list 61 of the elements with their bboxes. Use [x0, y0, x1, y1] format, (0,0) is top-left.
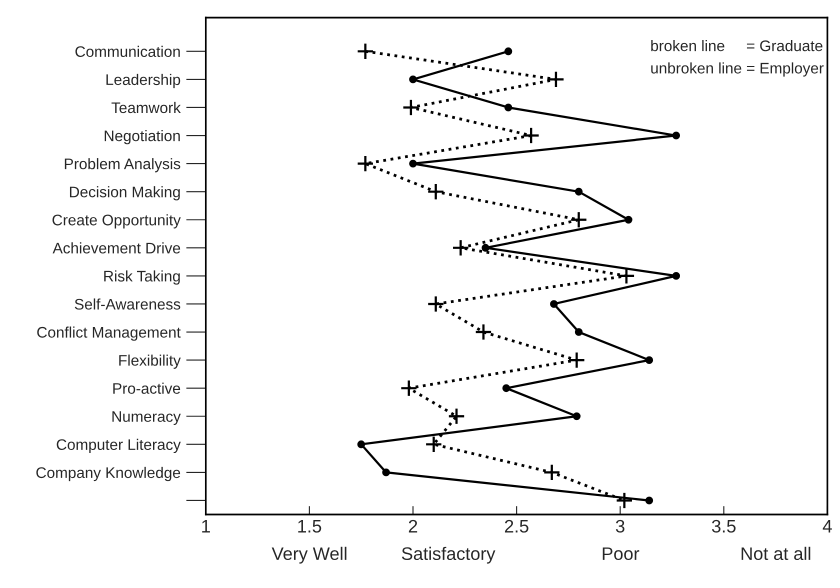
- y-tick-label: Communication: [75, 46, 180, 58]
- y-tick-label: Problem Analysis: [64, 158, 180, 172]
- point: [424, 436, 442, 454]
- y-tick-label: Flexibility: [119, 354, 181, 369]
- x-tick-label: 2.5: [504, 520, 528, 533]
- x-tick-label: 3: [616, 520, 624, 533]
- point: [409, 160, 417, 168]
- point: [427, 182, 445, 200]
- point: [356, 42, 374, 60]
- point: [645, 496, 654, 504]
- point: [400, 379, 418, 397]
- point: [504, 104, 512, 112]
- y-tick-label: Create Opportunity: [52, 214, 181, 228]
- x-tick-label: 3.5: [712, 520, 736, 533]
- point: [616, 492, 634, 510]
- point: [672, 132, 680, 140]
- x-tick-label: 1.5: [298, 520, 322, 533]
- point: [550, 300, 558, 308]
- point: [357, 440, 366, 448]
- point: [672, 272, 680, 280]
- point: [427, 295, 445, 313]
- text: Very Well: [272, 546, 346, 564]
- point: [572, 412, 581, 420]
- point: [502, 384, 510, 392]
- y-tick-label: Negotiation: [104, 130, 180, 144]
- point: [574, 328, 583, 336]
- x-tick-label: 1: [202, 520, 210, 532]
- text: Poor: [602, 547, 640, 560]
- point: [402, 98, 420, 116]
- point: [448, 408, 466, 425]
- y-tick-label: Risk Taking: [104, 270, 180, 285]
- point: [568, 351, 586, 369]
- y-tick-label: Achievement Drive: [52, 242, 180, 254]
- y-tick-label: Teamwork: [112, 102, 181, 114]
- point: [504, 47, 512, 56]
- point: [624, 216, 632, 224]
- y-tick-label: Computer Literacy: [56, 438, 181, 454]
- y-tick-label: Pro-active: [113, 382, 180, 394]
- text: Not at all: [742, 546, 810, 560]
- y-tick-label: Decision Making: [70, 186, 180, 200]
- point: [452, 239, 470, 257]
- annotation: unbroken line = Employer: [651, 62, 824, 77]
- point: [409, 76, 417, 84]
- point: [574, 188, 583, 196]
- y-tick-label: Self-Awareness: [74, 298, 180, 310]
- point: [474, 323, 492, 341]
- point: [482, 244, 490, 252]
- x-tick-label: 2: [408, 520, 418, 532]
- point: [645, 356, 654, 364]
- y-tick-label: Numeracy: [112, 411, 181, 425]
- point: [522, 126, 540, 144]
- point: [356, 154, 374, 172]
- point: [543, 464, 561, 482]
- y-tick-label: Conflict Management: [37, 326, 181, 341]
- point: [382, 468, 390, 476]
- y-tick-label: Leadership: [106, 74, 180, 88]
- point: [570, 211, 588, 228]
- x-tick-label: 4: [822, 520, 832, 532]
- annotation: broken line = Graduate: [651, 40, 822, 52]
- text: Satisfactory: [402, 546, 496, 564]
- y-tick-label: Company Knowledge: [36, 466, 180, 482]
